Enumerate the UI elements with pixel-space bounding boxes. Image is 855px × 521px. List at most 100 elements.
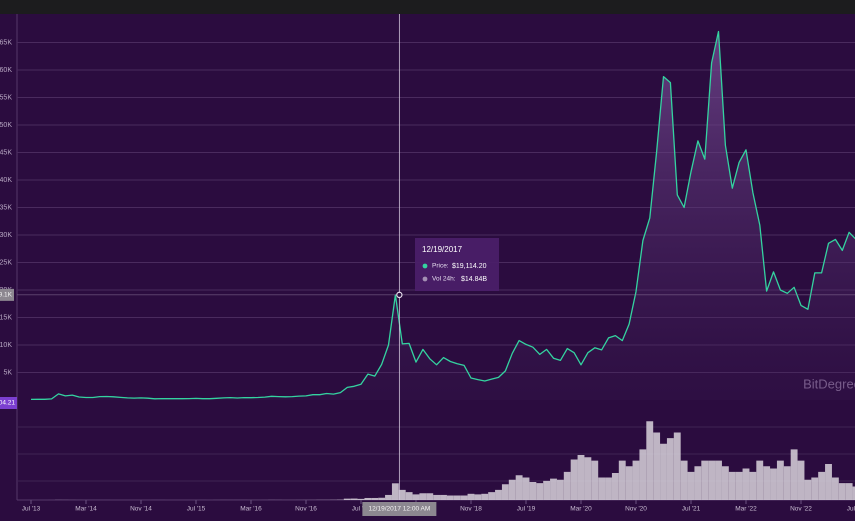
volume-bar: [543, 480, 551, 500]
x-tick-label: Jul '23: [847, 506, 855, 513]
y-tick-label: 30K: [0, 232, 12, 239]
tooltip-price-label: Price:: [432, 263, 449, 270]
x-tick-label: Mar '14: [75, 506, 97, 513]
volume-bar: [598, 477, 606, 500]
volume-bar: [364, 497, 372, 500]
volume-bar: [776, 460, 784, 500]
x-tick-label: Nov '14: [130, 506, 152, 513]
tooltip-date: 12/19/2017: [422, 245, 463, 254]
volume-bar: [460, 495, 468, 500]
volume-bar: [357, 498, 365, 500]
tooltip-vol-dot: [422, 276, 428, 282]
volume-bar: [433, 494, 441, 500]
x-tick-label: Jul '19: [517, 506, 536, 513]
volume-bar: [474, 494, 482, 500]
volume-bar: [412, 494, 420, 500]
volume-bar: [742, 468, 750, 500]
volume-bar: [804, 479, 812, 500]
volume-bar: [426, 493, 434, 500]
y-tick-label: 25K: [0, 259, 12, 266]
x-tick-label: Nov '20: [625, 506, 647, 513]
volume-bar: [715, 460, 722, 500]
volume-bar: [701, 460, 709, 500]
volume-bar: [625, 466, 633, 500]
volume-bar: [611, 473, 619, 500]
volume-bar: [838, 483, 846, 500]
volume-bar: [721, 466, 729, 500]
volume-bar: [378, 497, 386, 500]
overlay: 12/19/2017 12:00 AM 19.1K 104.21 12/19/2017…: [0, 14, 855, 516]
volume-bar: [749, 471, 757, 500]
crosshair-y-label: 19.1K: [0, 292, 13, 299]
volume-bar: [666, 438, 674, 500]
volume-bar: [495, 489, 502, 500]
x-tick-label: Mar '16: [240, 506, 262, 513]
volume-bar: [653, 432, 661, 500]
volume-bar: [453, 495, 461, 500]
volume-bar: [680, 460, 688, 500]
crosshair-y-label-box: [0, 288, 14, 301]
crosshair-x-label-box: [362, 502, 437, 516]
tooltip-vol-label: Vol 24h:: [432, 276, 456, 283]
volume-bar: [618, 460, 626, 500]
x-tick-label: Mar '22: [735, 506, 757, 513]
volume-bar: [673, 432, 681, 500]
volume-bar: [350, 498, 358, 500]
volume-bar: [550, 478, 557, 500]
last-price-label: 104.21: [0, 400, 15, 407]
y-tick-label: 40K: [0, 177, 12, 184]
volume-bar: [343, 498, 351, 500]
x-tick-label: Jul '13: [22, 506, 41, 513]
crosshair-x-label: 12/19/2017 12:00 AM: [368, 506, 430, 513]
volume-bar: [481, 493, 489, 500]
tooltip-box: [415, 238, 499, 291]
x-tick-label: Mar '20: [570, 506, 592, 513]
volume-bar: [687, 471, 695, 500]
volume-bar: [584, 457, 592, 500]
x-tick-label: Jul '21: [682, 506, 701, 513]
last-price-box: [0, 397, 17, 409]
volume-bar: [811, 477, 819, 500]
volume-bar: [639, 449, 647, 500]
volume-bar: [783, 466, 791, 500]
volume-bar: [391, 483, 399, 500]
volume-bar: [563, 471, 571, 500]
volume-bar: [405, 492, 413, 500]
y-tick-label: 15K: [0, 314, 12, 321]
volume-bar: [790, 449, 798, 500]
y-tick-label: 50K: [0, 122, 12, 129]
y-tick-label: 55K: [0, 94, 12, 101]
x-tick-label: Jul '15: [187, 506, 206, 513]
hover-point: [396, 291, 403, 299]
y-tick-label: 60K: [0, 67, 12, 74]
volume-bar: [831, 477, 839, 500]
volume-bar: [591, 460, 599, 500]
volume-bar: [763, 466, 771, 500]
volume-bar: [735, 471, 743, 500]
volume-bar: [501, 484, 509, 500]
y-tick-label: 45K: [0, 149, 12, 156]
volume-bar: [556, 479, 564, 500]
volume-bar: [577, 455, 585, 500]
volume-bar: [515, 475, 523, 500]
volume-bar: [522, 477, 530, 500]
x-tick-label: Jul '17: [352, 506, 371, 513]
y-tick-label: 65K: [0, 39, 12, 46]
volume-bar: [708, 460, 716, 500]
top-bar: [0, 0, 855, 14]
volume-bar: [440, 494, 447, 500]
volume-bar: [467, 493, 475, 500]
x-tick-label: Nov '16: [295, 506, 317, 513]
volume-bar: [852, 486, 855, 500]
volume-bar: [694, 466, 702, 500]
y-tick-label: 10K: [0, 342, 12, 349]
volume-bar: [660, 443, 667, 500]
tooltip-volume: $14.84B: [461, 276, 487, 283]
volume-bar: [371, 497, 379, 500]
tooltip-price-dot: [422, 263, 428, 269]
volume-bar: [488, 492, 496, 500]
volume-bar: [398, 489, 406, 500]
volume-bar: [632, 460, 640, 500]
tooltip-price: $19,114.20: [452, 263, 487, 270]
